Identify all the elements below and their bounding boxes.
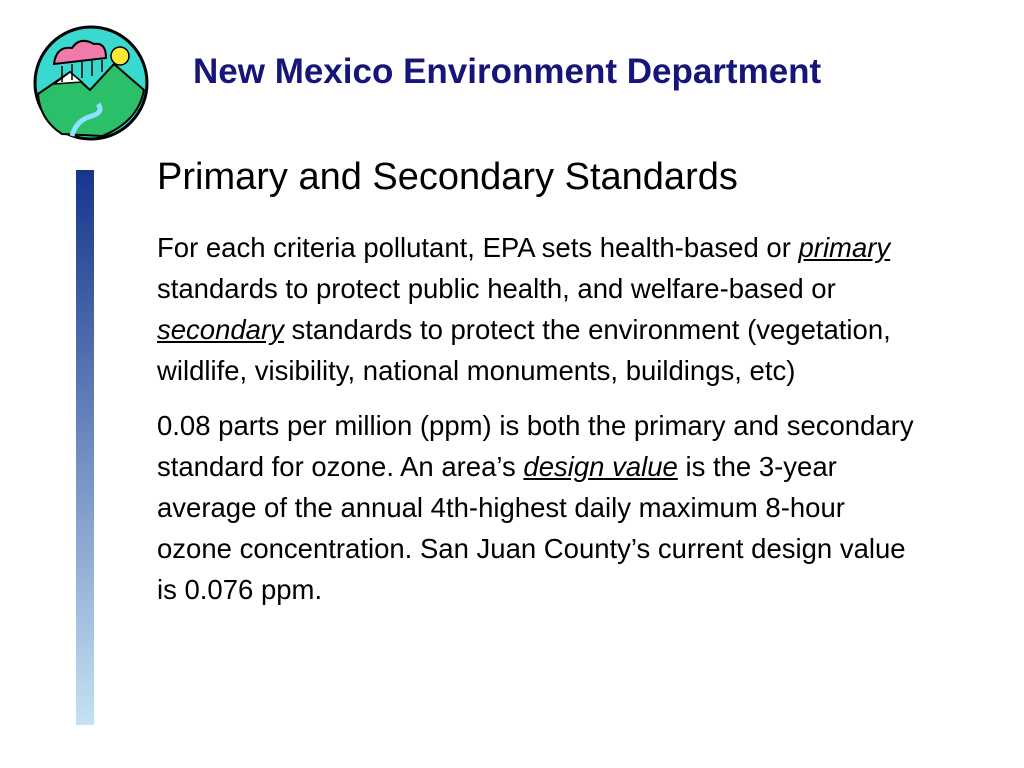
text: standards to protect the environment (ve… <box>157 314 891 386</box>
text: 0.08 parts per million (ppm) is both the… <box>157 410 914 482</box>
logo <box>33 25 149 141</box>
paragraph: 0.08 parts per million (ppm) is both the… <box>157 405 917 610</box>
text: is the 3-year average of the annual 4th-… <box>157 451 906 605</box>
paragraph: For each criteria pollutant, EPA sets he… <box>157 227 917 391</box>
slide-heading: Primary and Secondary Standards <box>157 156 738 198</box>
accent-bar <box>76 170 94 725</box>
text: For each criteria pollutant, EPA sets he… <box>157 232 799 263</box>
header-title: New Mexico Environment Department <box>193 52 822 91</box>
slide-body: For each criteria pollutant, EPA sets he… <box>157 227 917 624</box>
text: standards to protect public health, and … <box>157 273 836 304</box>
emphasis: design value <box>523 451 678 482</box>
emphasis: secondary <box>157 314 284 345</box>
emphasis: primary <box>798 232 891 263</box>
